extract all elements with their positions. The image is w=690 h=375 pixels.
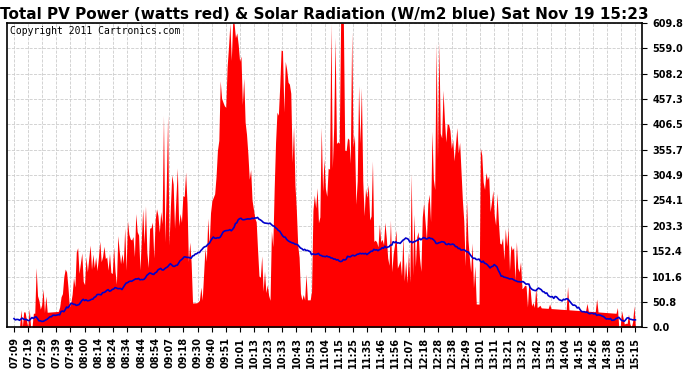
Text: Copyright 2011 Cartronics.com: Copyright 2011 Cartronics.com [10,26,181,36]
Title: Total PV Power (watts red) & Solar Radiation (W/m2 blue) Sat Nov 19 15:23: Total PV Power (watts red) & Solar Radia… [1,7,649,22]
